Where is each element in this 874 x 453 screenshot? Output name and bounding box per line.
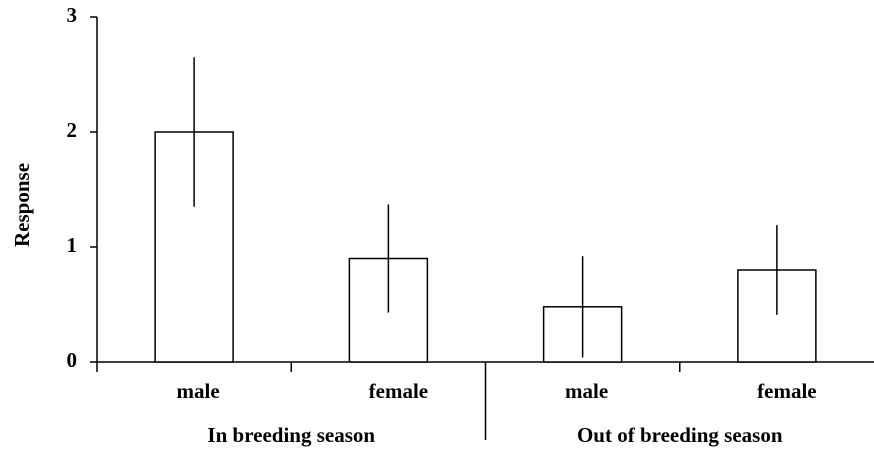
group-label: In breeding season	[207, 423, 375, 447]
x-tick-label: female	[757, 379, 816, 403]
y-tick-label: 0	[67, 348, 78, 372]
y-tick-label: 3	[67, 3, 78, 27]
group-label: Out of breeding season	[577, 423, 783, 447]
x-tick-label: male	[565, 379, 608, 403]
y-tick-label: 2	[67, 118, 78, 142]
y-axis-label: Response	[10, 163, 34, 247]
x-tick-label: female	[369, 379, 428, 403]
x-tick-label: male	[177, 379, 220, 403]
y-tick-label: 1	[67, 233, 78, 257]
